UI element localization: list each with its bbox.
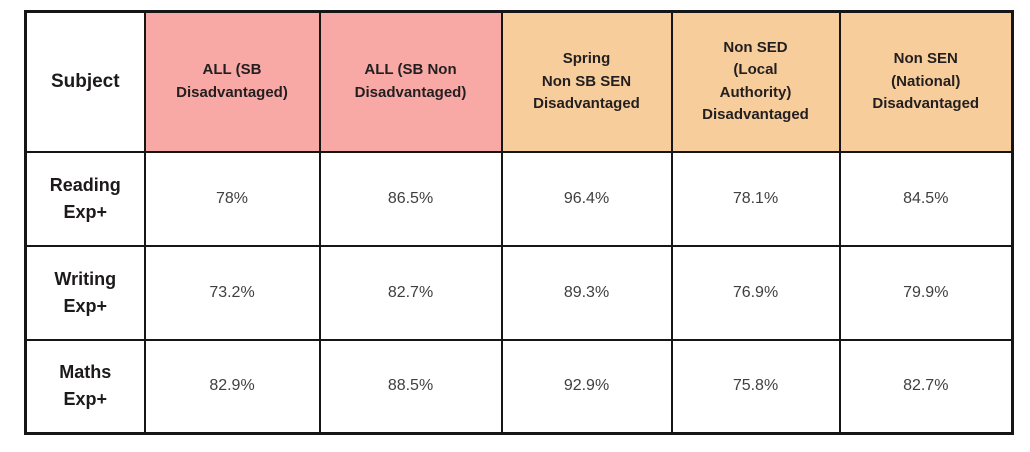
header-cell-non-sed-local-authority-disadvantaged: Non SED (Local Authority) Disadvantaged xyxy=(670,10,841,153)
header-cell-all-sb-disadvantaged: ALL (SB Disadvantaged) xyxy=(143,10,321,153)
header-cell-subject: Subject xyxy=(24,10,146,153)
data-cell: 73.2% xyxy=(143,244,321,341)
header-row: Subject ALL (SB Disadvantaged) ALL (SB N… xyxy=(24,10,1014,153)
row-label-maths-exp: Maths Exp+ xyxy=(24,338,146,435)
row-label-reading-exp: Reading Exp+ xyxy=(24,150,146,247)
header-cell-non-sen-national-disadvantaged: Non SEN (National) Disadvantaged xyxy=(838,10,1014,153)
data-cell: 84.5% xyxy=(838,150,1014,247)
data-cell: 88.5% xyxy=(318,338,503,435)
header-cell-all-sb-non-disadvantaged: ALL (SB Non Disadvantaged) xyxy=(318,10,503,153)
data-cell: 82.7% xyxy=(318,244,503,341)
data-cell: 86.5% xyxy=(318,150,503,247)
data-cell: 78.1% xyxy=(670,150,841,247)
row-label-writing-exp: Writing Exp+ xyxy=(24,244,146,341)
data-cell: 78% xyxy=(143,150,321,247)
data-cell: 96.4% xyxy=(500,150,673,247)
table-row-maths: Maths Exp+ 82.9% 88.5% 92.9% 75.8% 82.7% xyxy=(24,338,1014,435)
data-cell: 75.8% xyxy=(670,338,841,435)
data-cell: 82.9% xyxy=(143,338,321,435)
table-row-reading: Reading Exp+ 78% 86.5% 96.4% 78.1% 84.5% xyxy=(24,150,1014,247)
data-cell: 82.7% xyxy=(838,338,1014,435)
attainment-results-table: Subject ALL (SB Disadvantaged) ALL (SB N… xyxy=(24,10,1014,435)
header-cell-spring-non-sb-sen-disadvantaged: Spring Non SB SEN Disadvantaged xyxy=(500,10,673,153)
data-cell: 92.9% xyxy=(500,338,673,435)
table-row-writing: Writing Exp+ 73.2% 82.7% 89.3% 76.9% 79.… xyxy=(24,244,1014,341)
data-cell: 76.9% xyxy=(670,244,841,341)
results-table-container: Subject ALL (SB Disadvantaged) ALL (SB N… xyxy=(24,10,1014,435)
data-cell: 89.3% xyxy=(500,244,673,341)
data-cell: 79.9% xyxy=(838,244,1014,341)
